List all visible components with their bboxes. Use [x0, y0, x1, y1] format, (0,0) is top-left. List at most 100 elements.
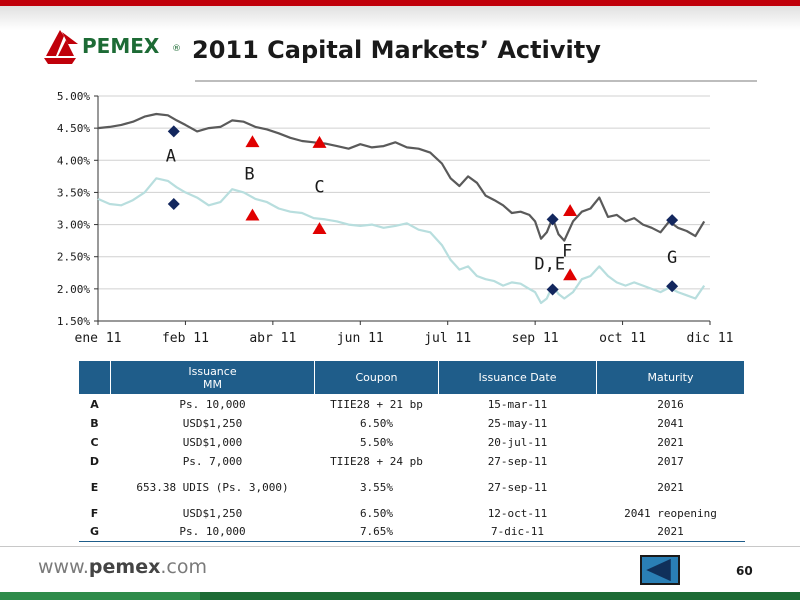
- header-label: [78, 360, 111, 395]
- row-issuance: 653.38 UDIS (Ps. 3,000): [136, 480, 289, 494]
- triangle-marker: [245, 208, 260, 221]
- table-header-row: Issuance MM Coupon Issuance Date Maturit…: [78, 360, 745, 395]
- bottom-accent-bar-left: [0, 592, 200, 600]
- row-issuance: Ps. 7,000: [182, 454, 243, 468]
- row-coupon: TIIE28 + 24 pb: [330, 454, 423, 468]
- row-coupon: 5.50%: [359, 435, 394, 449]
- header-maturity: Maturity: [596, 360, 745, 395]
- row-date: 12-oct-11: [487, 506, 548, 520]
- diamond-marker: [546, 213, 559, 226]
- table-row: C USD$1,000 5.50% 20-jul-11 2021: [79, 433, 745, 452]
- table-row: F USD$1,250 6.50% 12-oct-11 2041 reopeni…: [79, 504, 745, 523]
- row-label: E: [90, 480, 99, 494]
- diamond-marker: [167, 125, 180, 138]
- row-maturity: 2021: [657, 480, 684, 494]
- annotation-label: C: [314, 177, 324, 197]
- row-maturity: 2017: [657, 454, 684, 468]
- row-issuance: Ps. 10,000: [179, 397, 246, 411]
- row-coupon: 7.65%: [314, 522, 439, 542]
- y-tick-label: 2.00%: [57, 283, 90, 296]
- issuance-table: Issuance MM Coupon Issuance Date Maturit…: [78, 360, 745, 542]
- table-row: E 653.38 UDIS (Ps. 3,000) 3.55% 27-sep-1…: [79, 471, 745, 504]
- row-maturity: 2016: [657, 397, 684, 411]
- row-issuance: Ps. 10,000: [110, 522, 315, 542]
- row-label: F: [90, 506, 99, 520]
- chart-axes: 1.50% 2.00% 2.50% 3.00% 3.50% 4.00% 4.50% 5.00%…: [57, 90, 734, 346]
- x-tick-label: oct 11: [599, 331, 646, 346]
- y-tick-label: 1.50%: [57, 315, 90, 328]
- triangle-marker: [563, 204, 578, 216]
- triangle-marker: [312, 135, 327, 148]
- annotation-label: G: [667, 248, 677, 268]
- row-issuance: USD$1,250: [182, 506, 243, 520]
- triangle-marker: [245, 135, 260, 148]
- table-row: B USD$1,250 6.50% 25-may-11 2041: [79, 414, 745, 433]
- header-coupon: Coupon: [314, 360, 439, 395]
- annotation-label: F: [562, 242, 572, 262]
- y-tick-label: 2.50%: [57, 251, 90, 264]
- row-label: G: [78, 522, 111, 542]
- y-tick-label: 4.50%: [57, 122, 90, 135]
- website-brand: pemex: [88, 556, 161, 578]
- diamond-marker: [666, 280, 679, 293]
- row-issuance: USD$1,250: [182, 416, 243, 430]
- row-maturity: 2021: [657, 435, 684, 449]
- row-date: 15-mar-11: [487, 397, 548, 411]
- x-tick-label: jun 11: [337, 331, 384, 346]
- row-label: A: [90, 397, 99, 411]
- header-issuance-date: Issuance Date: [438, 360, 597, 395]
- footer-divider: [0, 546, 800, 547]
- website-suffix: .com: [160, 556, 207, 578]
- triangle-marker: [312, 222, 327, 234]
- row-maturity: 2041 reopening: [624, 506, 717, 520]
- left-arrow-icon: [646, 559, 671, 581]
- x-tick-label: feb 11: [162, 331, 209, 346]
- diamond-marker: [167, 198, 180, 210]
- row-coupon: TIIE28 + 21 bp: [330, 397, 423, 411]
- row-coupon: 3.55%: [359, 480, 394, 494]
- annotation-label: A: [166, 147, 176, 167]
- series-line-lower: [97, 177, 706, 305]
- x-tick-label: sep 11: [512, 331, 559, 346]
- table-row: A Ps. 10,000 TIIE28 + 21 bp 15-mar-11 20…: [79, 395, 745, 414]
- row-label: B: [90, 416, 99, 430]
- top-accent-bar: [0, 0, 800, 6]
- website-link[interactable]: www.pemex.com: [38, 556, 207, 578]
- diamond-marker: [546, 283, 559, 296]
- logo-text: PEMEX: [82, 34, 160, 58]
- row-issuance: USD$1,000: [182, 435, 243, 449]
- y-tick-label: 3.50%: [57, 186, 90, 199]
- row-date: 7-dic-11: [438, 522, 597, 542]
- page-number: 60: [736, 564, 753, 578]
- row-label: C: [90, 435, 99, 449]
- x-tick-label: abr 11: [249, 331, 296, 346]
- y-tick-label: 5.00%: [57, 90, 90, 103]
- header: PEMEX ® 2011 Capital Markets’ Activity: [0, 6, 800, 82]
- y-tick-label: 3.00%: [57, 219, 90, 232]
- triangle-marker: [563, 268, 578, 281]
- y-tick-label: 4.00%: [57, 154, 90, 167]
- website-prefix: www.: [38, 556, 89, 578]
- series-line-upper: [97, 112, 706, 242]
- chart-grid: [98, 95, 710, 322]
- row-maturity: 2041: [657, 416, 684, 430]
- rates-line-chart: 1.50% 2.00% 2.50% 3.00% 3.50% 4.00% 4.50% 5.00%…: [57, 90, 734, 346]
- back-button[interactable]: [640, 555, 680, 585]
- chart-series: [97, 112, 706, 305]
- x-tick-label: dic 11: [687, 331, 734, 346]
- chart-annotations: A B C D,EF G: [166, 147, 678, 275]
- row-date: 25-may-11: [487, 416, 548, 430]
- x-tick-label: jul 11: [424, 331, 471, 346]
- bottom-accent-bar: [0, 592, 800, 600]
- row-date: 27-sep-11: [487, 454, 548, 468]
- title-divider: [195, 80, 757, 82]
- pemex-logo: PEMEX ®: [40, 26, 190, 70]
- row-coupon: 6.50%: [359, 506, 394, 520]
- table-row: G Ps. 10,000 7.65% 7-dic-11 2021: [78, 522, 745, 542]
- row-coupon: 6.50%: [359, 416, 394, 430]
- annotation-label: B: [244, 165, 254, 185]
- annotation-label: D,E: [534, 255, 565, 275]
- row-date: 27-sep-11: [487, 480, 548, 494]
- chart-markers: [167, 125, 679, 296]
- pemex-eagle-icon: [44, 30, 78, 64]
